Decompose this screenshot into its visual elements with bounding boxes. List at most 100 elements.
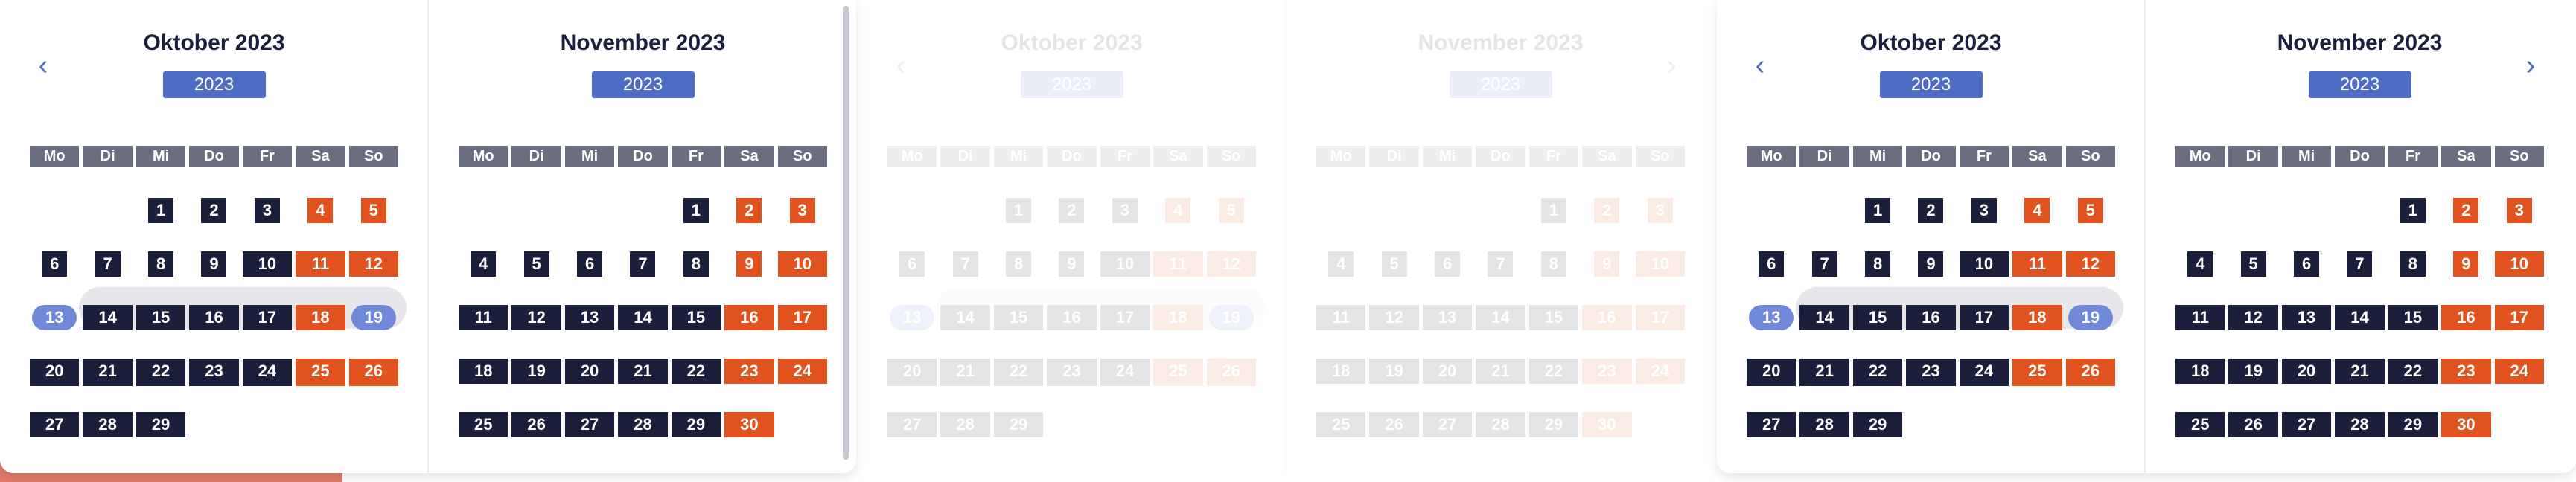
day-cell[interactable]: 21 [1476, 359, 1525, 384]
day-cell[interactable]: 7 [83, 251, 132, 277]
day-cell[interactable]: 11 [459, 305, 508, 330]
day-cell[interactable]: 22 [671, 359, 721, 384]
day-cell[interactable]: 6 [2282, 251, 2331, 277]
day-cell[interactable]: 29 [993, 412, 1044, 437]
day-cell[interactable]: 15 [2388, 305, 2438, 330]
day-cell[interactable]: 24 [1635, 359, 1685, 384]
day-cell[interactable]: 3 [1100, 198, 1150, 223]
day-cell[interactable]: 7 [1476, 251, 1525, 277]
day-cell[interactable]: 13 [1747, 305, 1796, 330]
year-select[interactable]: 2023 [162, 71, 266, 98]
next-month-icon[interactable]: › [1666, 50, 1677, 81]
day-cell[interactable]: 12 [1206, 251, 1256, 277]
day-cell[interactable]: 5 [2228, 251, 2277, 277]
day-cell[interactable]: 8 [136, 251, 185, 277]
day-cell[interactable]: 11 [2012, 251, 2062, 277]
day-cell[interactable]: 27 [564, 412, 615, 437]
year-select[interactable]: 2023 [591, 71, 695, 98]
day-cell[interactable]: 16 [1906, 305, 1956, 330]
day-cell[interactable]: 6 [1423, 251, 1472, 277]
day-cell[interactable]: 13 [30, 305, 79, 330]
day-cell[interactable]: 14 [1476, 305, 1525, 330]
day-cell[interactable]: 7 [1799, 251, 1849, 277]
day-cell[interactable]: 10 [1635, 251, 1685, 277]
scrollbar[interactable] [843, 6, 849, 460]
day-cell[interactable]: 12 [348, 251, 398, 277]
day-cell[interactable]: 29 [136, 412, 186, 437]
day-cell[interactable]: 7 [2335, 251, 2384, 277]
day-cell[interactable]: 22 [1528, 359, 1579, 384]
day-cell[interactable]: 1 [994, 198, 1043, 223]
day-cell[interactable]: 30 [2441, 412, 2491, 437]
day-cell[interactable]: 2 [1047, 198, 1096, 223]
day-cell[interactable]: 26 [2065, 359, 2115, 386]
day-cell[interactable]: 10 [1959, 251, 2009, 277]
day-cell[interactable]: 14 [83, 305, 133, 330]
day-cell[interactable]: 26 [2228, 412, 2278, 437]
day-cell[interactable]: 5 [511, 251, 561, 277]
day-cell[interactable]: 17 [242, 305, 293, 330]
day-cell[interactable]: 17 [2494, 305, 2544, 330]
day-cell[interactable]: 27 [1747, 412, 1796, 437]
day-cell[interactable]: 17 [1100, 305, 1150, 330]
day-cell[interactable]: 25 [1153, 359, 1203, 386]
day-cell[interactable]: 8 [672, 251, 721, 277]
day-cell[interactable]: 23 [724, 359, 774, 384]
day-cell[interactable]: 5 [349, 198, 398, 223]
day-cell[interactable]: 4 [459, 251, 508, 277]
day-cell[interactable]: 28 [2335, 412, 2385, 437]
year-select[interactable]: 2023 [1449, 71, 1552, 98]
day-cell[interactable]: 25 [2012, 359, 2062, 386]
day-cell[interactable]: 6 [30, 251, 79, 277]
day-cell[interactable]: 16 [189, 305, 239, 330]
day-cell[interactable]: 17 [777, 305, 827, 330]
day-cell[interactable]: 25 [1316, 412, 1366, 437]
day-cell[interactable]: 13 [2281, 305, 2332, 330]
day-cell[interactable]: 29 [1528, 412, 1579, 437]
day-cell[interactable]: 5 [1369, 251, 1418, 277]
day-cell[interactable]: 29 [2388, 412, 2438, 437]
day-cell[interactable]: 27 [887, 412, 937, 437]
day-cell[interactable]: 20 [1422, 359, 1473, 384]
day-cell[interactable]: 9 [1047, 251, 1096, 277]
day-cell[interactable]: 24 [777, 359, 827, 384]
day-cell[interactable]: 5 [1207, 198, 1256, 223]
day-cell[interactable]: 8 [1853, 251, 1902, 277]
day-cell[interactable]: 15 [1528, 305, 1579, 330]
day-cell[interactable]: 1 [136, 198, 185, 223]
day-cell[interactable]: 26 [1206, 359, 1256, 386]
day-cell[interactable]: 22 [993, 359, 1044, 386]
day-cell[interactable]: 28 [940, 412, 990, 437]
day-cell[interactable]: 28 [1799, 412, 1849, 437]
day-cell[interactable]: 17 [1635, 305, 1685, 330]
day-cell[interactable]: 20 [887, 359, 937, 386]
day-cell[interactable]: 8 [994, 251, 1043, 277]
day-cell[interactable]: 8 [1529, 251, 1578, 277]
day-cell[interactable]: 4 [1153, 198, 1202, 223]
day-cell[interactable]: 7 [618, 251, 667, 277]
day-cell[interactable]: 18 [459, 359, 508, 384]
day-cell[interactable]: 19 [1369, 359, 1419, 384]
day-cell[interactable]: 17 [1959, 305, 2009, 330]
day-cell[interactable]: 14 [2335, 305, 2385, 330]
day-cell[interactable]: 25 [459, 412, 508, 437]
day-cell[interactable]: 18 [1153, 305, 1203, 330]
day-cell[interactable]: 12 [2065, 251, 2115, 277]
day-cell[interactable]: 2 [1906, 198, 1955, 223]
day-cell[interactable]: 20 [30, 359, 80, 386]
day-cell[interactable]: 1 [672, 198, 721, 223]
day-cell[interactable]: 2 [189, 198, 238, 223]
day-cell[interactable]: 4 [296, 198, 345, 223]
day-cell[interactable]: 9 [1906, 251, 1955, 277]
day-cell[interactable]: 28 [1476, 412, 1525, 437]
day-cell[interactable]: 21 [618, 359, 668, 384]
day-cell[interactable]: 3 [1960, 198, 2009, 223]
day-cell[interactable]: 22 [2388, 359, 2438, 384]
day-cell[interactable]: 19 [349, 305, 398, 330]
day-cell[interactable]: 3 [243, 198, 292, 223]
day-cell[interactable]: 18 [2012, 305, 2062, 330]
day-cell[interactable]: 1 [1529, 198, 1578, 223]
day-cell[interactable]: 9 [724, 251, 774, 277]
day-cell[interactable]: 15 [1852, 305, 1903, 330]
day-cell[interactable]: 9 [1582, 251, 1631, 277]
